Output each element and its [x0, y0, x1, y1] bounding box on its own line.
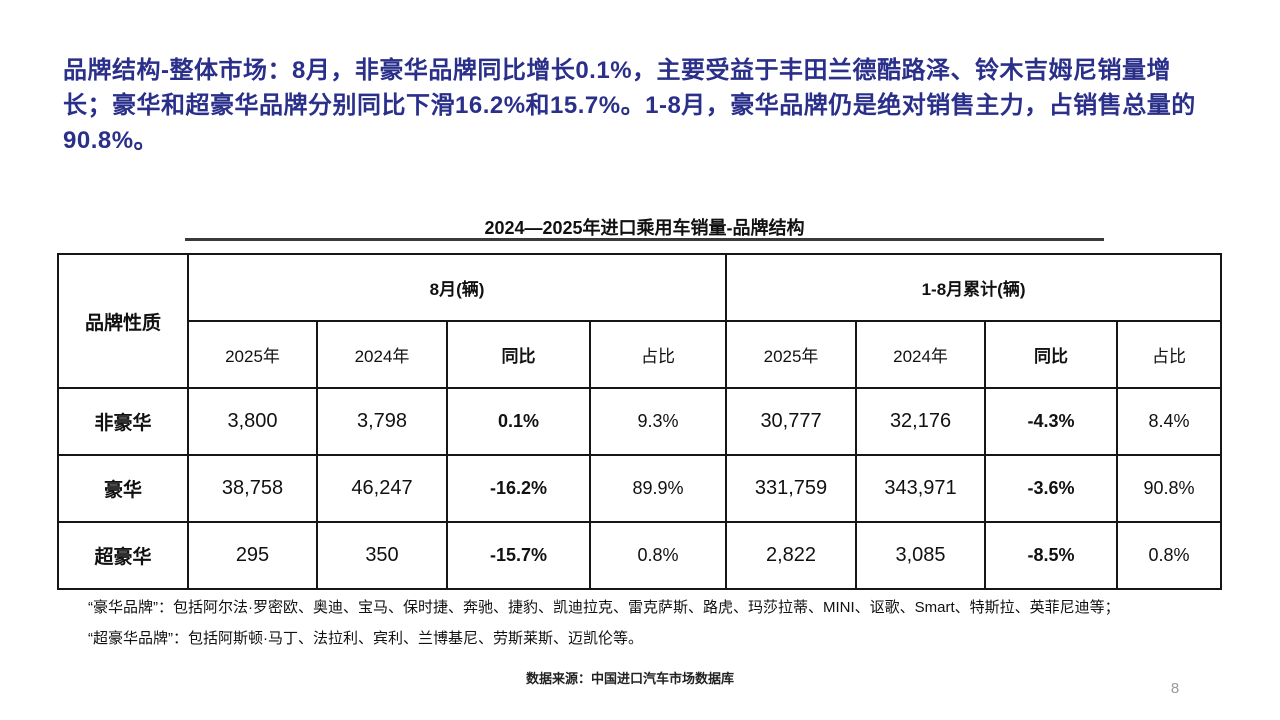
data-source: 数据来源：中国进口汽车市场数据库: [525, 671, 734, 686]
sub-header-2025: 2025年: [187, 320, 318, 389]
footnote-luxury: “豪华品牌”：包括阿尔法·罗密欧、奥迪、宝马、保时捷、奔驰、捷豹、凯迪拉克、雷克…: [88, 599, 1120, 616]
sub-header-2024-ytd: 2024年: [855, 320, 987, 389]
row-label: 豪华: [57, 454, 189, 523]
cell-value: 3,085: [855, 521, 987, 590]
title-underline: [185, 238, 1104, 241]
table-row: 豪华 38,758 46,247 -16.2% 89.9% 331,759 34…: [57, 454, 1223, 523]
cell-value: 38,758: [187, 454, 318, 523]
cell-value: 343,971: [855, 454, 987, 523]
cell-share: 0.8%: [1116, 521, 1223, 590]
sub-header-share-ytd: 占比: [1116, 320, 1223, 389]
cell-value: 3,800: [187, 387, 318, 456]
table-sub-header-row: 2025年 2024年 同比 占比 2025年 2024年 同比 占比: [58, 320, 1223, 389]
cell-share: 8.4%: [1116, 387, 1223, 456]
row-label: 非豪华: [57, 387, 189, 456]
sub-header-2024: 2024年: [316, 320, 448, 389]
footnote-ultra-luxury: “超豪华品牌”：包括阿斯顿·马丁、法拉利、宾利、兰博基尼、劳斯莱斯、迈凯伦等。: [88, 630, 643, 647]
cell-value: 30,777: [725, 387, 858, 456]
sub-header-2025-ytd: 2025年: [725, 320, 858, 389]
cell-value: 295: [187, 521, 318, 590]
cell-yoy: -16.2%: [446, 454, 591, 523]
cell-value: 2,822: [725, 521, 858, 590]
table-row: 超豪华 295 350 -15.7% 0.8% 2,822 3,085 -8.5…: [57, 521, 1223, 590]
cell-share: 90.8%: [1116, 454, 1223, 523]
cell-share: 9.3%: [588, 387, 728, 456]
cell-yoy: -4.3%: [984, 387, 1119, 456]
sub-header-yoy-ytd: 同比: [984, 320, 1119, 389]
cell-yoy: -8.5%: [984, 521, 1119, 590]
page-number: 8: [1170, 680, 1180, 697]
table-row: 非豪华 3,800 3,798 0.1% 9.3% 30,777 32,176 …: [57, 387, 1223, 456]
cell-value: 46,247: [316, 454, 448, 523]
cell-value: 350: [316, 521, 448, 590]
cell-value: 3,798: [316, 387, 448, 456]
cell-yoy: -3.6%: [984, 454, 1119, 523]
sales-table: 品牌性质 8月(辆) 1-8月累计(辆) 2025年 2024年 同比 占比 2…: [57, 253, 1223, 590]
sub-header-share: 占比: [588, 320, 728, 389]
cell-value: 331,759: [725, 454, 858, 523]
footnotes: “豪华品牌”：包括阿尔法·罗密欧、奥迪、宝马、保时捷、奔驰、捷豹、凯迪拉克、雷克…: [88, 592, 1218, 654]
row-label: 超豪华: [57, 521, 189, 590]
sub-header-yoy: 同比: [446, 320, 591, 389]
cell-share: 89.9%: [588, 454, 728, 523]
table-title: 2024—2025年进口乘用车销量-品牌结构: [484, 218, 805, 238]
group-header-august: 8月(辆): [186, 253, 728, 322]
cell-yoy: -15.7%: [446, 521, 591, 590]
cell-share: 0.8%: [588, 521, 728, 590]
group-header-ytd: 1-8月累计(辆): [725, 253, 1223, 322]
corner-header: 品牌性质: [57, 253, 189, 389]
headline: 品牌结构-整体市场：8月，非豪华品牌同比增长0.1%，主要受益于丰田兰德酷路泽、…: [63, 57, 1196, 154]
table-group-header-row: 品牌性质 8月(辆) 1-8月累计(辆): [57, 253, 1223, 389]
cell-yoy: 0.1%: [446, 387, 591, 456]
cell-value: 32,176: [855, 387, 987, 456]
